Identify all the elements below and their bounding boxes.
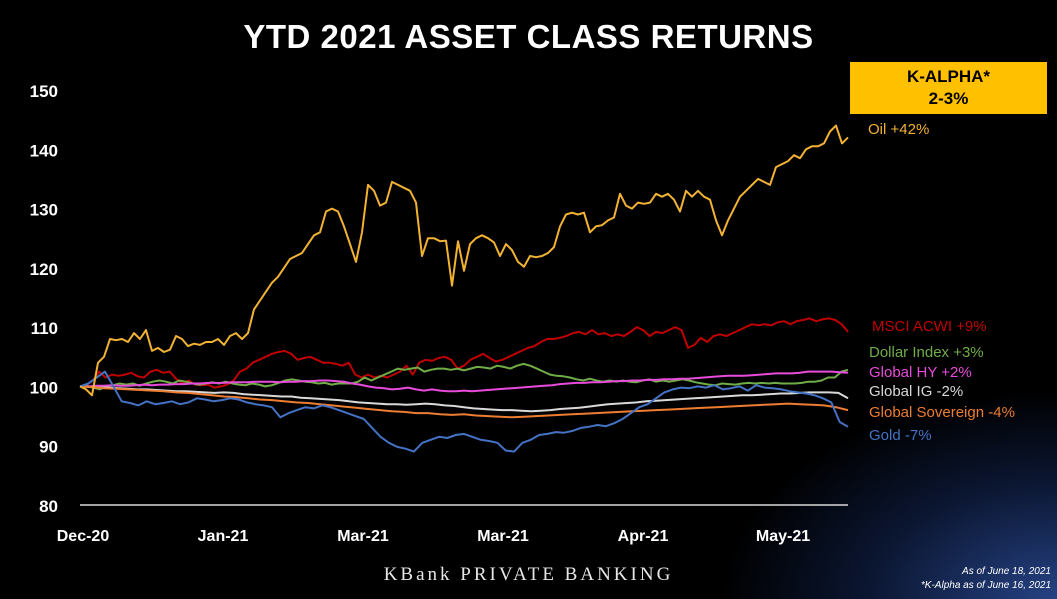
kalpha-label: K-ALPHA*	[906, 67, 991, 86]
series-label: Global Sovereign -4%	[869, 404, 1015, 421]
x-tick-label: May-21	[756, 528, 810, 545]
x-tick-label: Apr-21	[618, 528, 669, 545]
x-tick-label: Dec-20	[57, 528, 110, 545]
series-label: Oil +42%	[868, 121, 929, 138]
series-line-6	[79, 370, 849, 453]
y-tick-label: 150	[30, 82, 58, 101]
y-tick-label: 140	[30, 141, 58, 160]
y-tick-label: 120	[30, 260, 58, 279]
footer-brand: KBank PRIVATE BANKING	[383, 564, 674, 585]
kalpha-value: 2-3%	[928, 89, 969, 108]
series-label: Gold -7%	[869, 427, 932, 444]
footnote-kalpha: *K-Alpha as of June 16, 2021	[920, 580, 1051, 591]
series-line-5	[79, 385, 849, 419]
x-tick-label: Mar-21	[337, 528, 389, 545]
series-line-0	[79, 124, 849, 397]
footnote-asof: As of June 18, 2021	[962, 566, 1051, 577]
y-tick-label: 80	[39, 497, 58, 516]
series-label: Global HY +2%	[869, 364, 972, 381]
y-tick-label: 100	[30, 378, 58, 397]
series-line-3	[80, 370, 849, 393]
kalpha-badge: K-ALPHA* 2-3%	[850, 62, 1047, 114]
x-tick-label: Jan-21	[198, 528, 249, 545]
series-line-1	[79, 317, 849, 389]
series-label: Dollar Index +3%	[869, 344, 984, 361]
y-tick-label: 90	[39, 438, 58, 457]
chart-title: YTD 2021 ASSET CLASS RETURNS	[243, 18, 814, 55]
y-tick-label: 130	[30, 201, 58, 220]
series-label: MSCI ACWI +9%	[872, 318, 987, 335]
x-tick-label: Mar-21	[477, 528, 529, 545]
series-label: Global IG -2%	[869, 383, 963, 400]
y-tick-label: 110	[31, 319, 58, 338]
series-line-4	[79, 385, 849, 413]
